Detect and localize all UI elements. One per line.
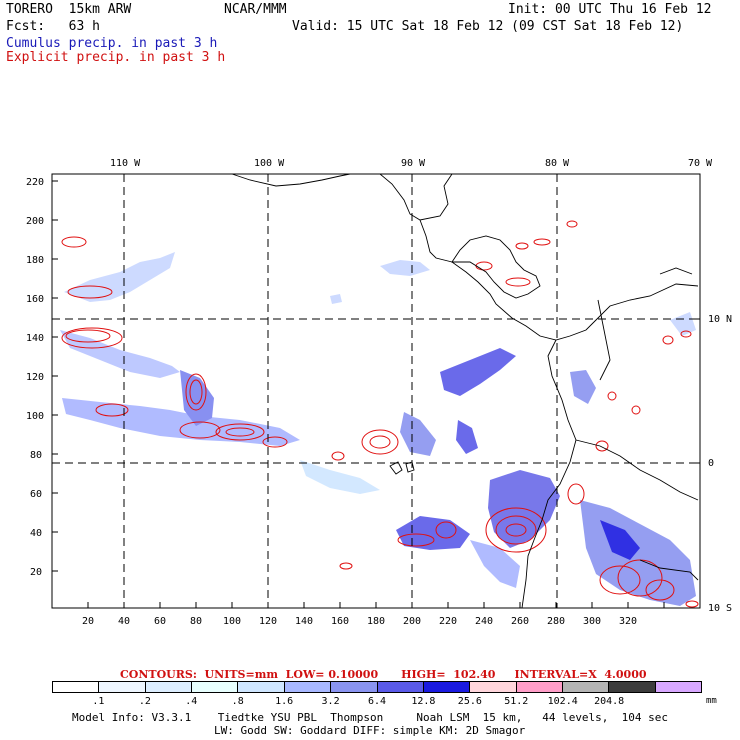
explicit-precip-contours [61, 220, 699, 608]
top-lon-labels: 110 W 100 W 90 W 80 W 70 W [110, 158, 713, 169]
model-info: Model Info: V3.3.1 Tiedtke YSU PBL Thomp… [72, 711, 669, 724]
coastlines [231, 173, 699, 609]
x-label: 320 [619, 616, 637, 627]
colorbar-label: 6.4 [367, 696, 387, 707]
lon-label: 100 W [254, 158, 285, 169]
x-label: 100 [223, 616, 241, 627]
colorbar-units: mm [706, 696, 717, 706]
lat-label: 10 N [708, 314, 732, 325]
y-label: 160 [26, 294, 44, 305]
y-label: 60 [30, 489, 42, 500]
x-label: 140 [295, 616, 313, 627]
lat-label: 0 [708, 458, 714, 469]
colorbar-label: 204.8 [594, 696, 625, 707]
bottom-x-labels: 20 40 60 80 100 120 140 160 180 200 220 … [82, 616, 637, 627]
colorbar-swatch [191, 682, 238, 692]
x-label: 220 [439, 616, 457, 627]
lon-label: 70 W [688, 158, 713, 169]
colorbar-label: 51.2 [504, 696, 529, 707]
colorbar [52, 681, 702, 693]
colorbar-label: .1 [92, 696, 105, 707]
colorbar-swatch [376, 682, 423, 692]
lon-label: 80 W [545, 158, 570, 169]
colorbar-label: 25.6 [457, 696, 482, 707]
y-label: 20 [30, 567, 42, 578]
lat-lon-grid [52, 174, 700, 608]
y-label: 80 [30, 450, 42, 461]
colorbar-label: 3.2 [321, 696, 340, 707]
colorbar-label: .8 [231, 696, 244, 707]
y-label: 100 [26, 411, 44, 422]
model-title: TORERO 15km ARW [6, 2, 132, 17]
lon-label: 110 W [110, 158, 141, 169]
x-label: 60 [154, 616, 166, 627]
x-label: 80 [190, 616, 202, 627]
colorbar-swatch [561, 682, 609, 692]
x-label: 280 [547, 616, 565, 627]
colorbar-label: .2 [138, 696, 151, 707]
colorbar-label: 12.8 [411, 696, 436, 707]
colorbar-swatch [237, 682, 284, 692]
colorbar-swatch [422, 682, 470, 692]
x-label: 160 [331, 616, 349, 627]
colorbar-swatch [515, 682, 562, 692]
right-lat-labels: 10 N 0 10 S [708, 314, 732, 614]
y-label: 220 [26, 177, 44, 188]
axis-ticks [52, 174, 701, 609]
x-label: 260 [511, 616, 529, 627]
y-label: 200 [26, 216, 44, 227]
colorbar-swatch [53, 682, 99, 692]
colorbar-swatch [144, 682, 192, 692]
cumulus-field-label: Cumulus precip. in past 3 h [6, 36, 218, 51]
colorbar-label: .4 [185, 696, 198, 707]
physics-info: LW: Godd SW: Goddard DIFF: simple KM: 2D… [214, 724, 526, 737]
colorbar-labels: .1 .2 .4 .8 1.6 3.2 6.4 12.8 25.6 51.2 102.4 204.8 [0, 695, 740, 709]
precip-map: 220 200 180 160 140 120 100 80 60 40 20 … [26, 158, 732, 627]
colorbar-swatch [608, 682, 655, 692]
x-label: 200 [403, 616, 421, 627]
y-label: 180 [26, 255, 44, 266]
x-label: 300 [583, 616, 601, 627]
x-label: 20 [82, 616, 94, 627]
colorbar-swatch [469, 682, 516, 692]
org-label: NCAR/MMM [224, 2, 287, 17]
left-y-labels: 220 200 180 160 140 120 100 80 60 40 20 [26, 177, 44, 578]
y-label: 40 [30, 528, 42, 539]
colorbar-label: 102.4 [547, 696, 578, 707]
init-time: Init: 00 UTC Thu 16 Feb 12 [508, 2, 712, 17]
lon-label: 90 W [401, 158, 426, 169]
y-label: 120 [26, 372, 44, 383]
explicit-field-label: Explicit precip. in past 3 h [6, 50, 226, 65]
colorbar-swatch [98, 682, 145, 692]
forecast-hour: Fcst: 63 h [6, 19, 100, 34]
x-label: 120 [259, 616, 277, 627]
y-label: 140 [26, 333, 44, 344]
x-label: 40 [118, 616, 130, 627]
valid-time: Valid: 15 UTC Sat 18 Feb 12 (09 CST Sat … [292, 19, 684, 34]
x-label: 240 [475, 616, 493, 627]
lat-label: 10 S [708, 603, 732, 614]
colorbar-label: 1.6 [275, 696, 294, 707]
x-label: 180 [367, 616, 385, 627]
colorbar-swatch [283, 682, 331, 692]
colorbar-swatch [654, 682, 702, 692]
contours-info: CONTOURS: UNITS=mm LOW= 0.10000 HIGH= 10… [120, 668, 647, 681]
colorbar-swatch [330, 682, 377, 692]
